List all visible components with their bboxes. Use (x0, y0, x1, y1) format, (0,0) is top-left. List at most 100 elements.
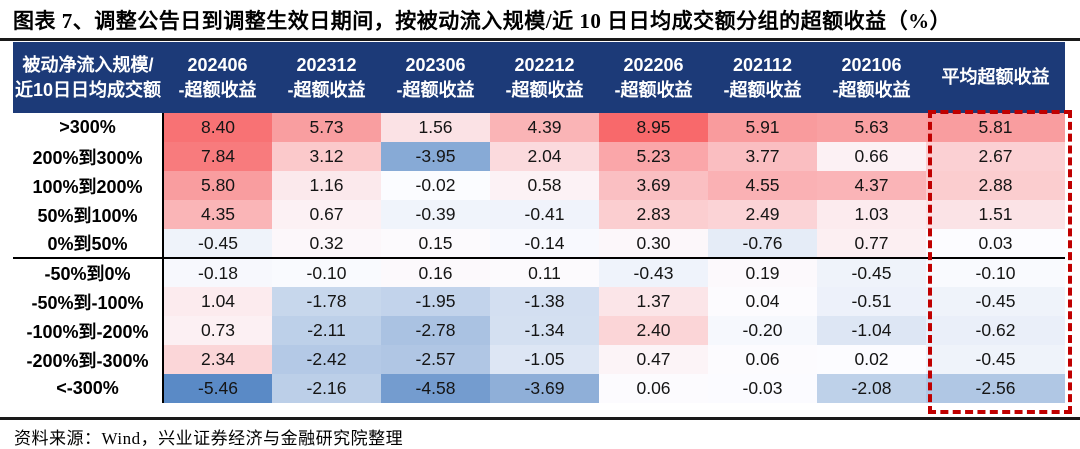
row-label: >300% (13, 113, 164, 142)
value-cell: 5.73 (272, 113, 381, 142)
figure-title: 图表 7、调整公告日到调整生效日期间，按被动流入规模/近 10 日日均成交额分组… (13, 9, 952, 33)
value-cell: -0.45 (817, 258, 926, 287)
value-cell: 2.88 (926, 171, 1065, 200)
value-cell: -0.10 (926, 258, 1065, 287)
column-header-202306: 202306 -超额收益 (381, 42, 490, 113)
table-row: <-300% -5.46 -2.16 -4.58 -3.69 0.06 -0.03 -2.08… (13, 374, 1065, 403)
row-label: 100%到200% (13, 171, 164, 200)
table-row: -50%到0% -0.18 -0.10 0.16 0.11 -0.43 0.19 -0.45-… (13, 258, 1065, 287)
column-header-202206: 202206 -超额收益 (599, 42, 708, 113)
value-cell: -0.03 (708, 374, 817, 403)
value-cell: -0.20 (708, 316, 817, 345)
column-header-202406: 202406 -超额收益 (163, 42, 272, 113)
row-label: 50%到100% (13, 200, 164, 229)
top-divider (0, 38, 1080, 41)
value-cell: 3.69 (599, 171, 708, 200)
column-header-average: 平均超额收益 (926, 42, 1065, 113)
header-row: 被动净流入规模/近10日日均成交额 202406 -超额收益 202312 -超额收益 2… (13, 42, 1065, 113)
value-cell: -2.11 (272, 316, 381, 345)
column-header-202112: 202112 -超额收益 (708, 42, 817, 113)
value-cell: 1.56 (381, 113, 490, 142)
value-cell: 4.39 (490, 113, 599, 142)
value-cell: 5.80 (163, 171, 272, 200)
value-cell: 0.67 (272, 200, 381, 229)
value-cell: -2.16 (272, 374, 381, 403)
value-cell: 0.03 (926, 229, 1065, 259)
value-cell: 5.23 (599, 142, 708, 171)
table-row: -100%到-200% 0.73 -2.11 -2.78 -1.34 2.40 -0.20-… (13, 316, 1065, 345)
value-cell: 3.77 (708, 142, 817, 171)
value-cell: 2.49 (708, 200, 817, 229)
value-cell: 0.16 (381, 258, 490, 287)
value-cell: 0.73 (163, 316, 272, 345)
value-cell: 0.04 (708, 287, 817, 316)
value-cell: -3.69 (490, 374, 599, 403)
table-row: >300% 8.40 5.73 1.56 4.39 8.95 5.91 5.63 5.81 (13, 113, 1065, 142)
value-cell: -1.04 (817, 316, 926, 345)
value-cell: -0.45 (163, 229, 272, 259)
bottom-divider (0, 417, 1080, 420)
value-cell: 8.40 (163, 113, 272, 142)
value-cell: -0.43 (599, 258, 708, 287)
value-cell: 1.03 (817, 200, 926, 229)
value-cell: -0.41 (490, 200, 599, 229)
value-cell: -1.05 (490, 345, 599, 374)
value-cell: -1.95 (381, 287, 490, 316)
value-cell: -0.45 (926, 345, 1065, 374)
value-cell: 0.58 (490, 171, 599, 200)
column-header-202212: 202212 -超额收益 (490, 42, 599, 113)
value-cell: 0.11 (490, 258, 599, 287)
value-cell: 1.16 (272, 171, 381, 200)
table-row: -50%到-100% 1.04 -1.78 -1.95 -1.38 1.37 0.04 -0.… (13, 287, 1065, 316)
value-cell: 0.06 (599, 374, 708, 403)
table-row: -200%到-300% 2.34 -2.42 -2.57 -1.05 0.47 0.06 0.… (13, 345, 1065, 374)
value-cell: 2.34 (163, 345, 272, 374)
value-cell: 1.51 (926, 200, 1065, 229)
row-label: -200%到-300% (13, 345, 164, 374)
value-cell: 8.95 (599, 113, 708, 142)
excess-return-heatmap-table: 被动净流入规模/近10日日均成交额 202406 -超额收益 202312 -超额收益 2… (13, 42, 1065, 403)
value-cell: -2.56 (926, 374, 1065, 403)
value-cell: 2.83 (599, 200, 708, 229)
value-cell: 0.77 (817, 229, 926, 259)
value-cell: -1.38 (490, 287, 599, 316)
value-cell: -2.42 (272, 345, 381, 374)
table-row: 200%到300% 7.84 3.12 -3.95 2.04 5.23 3.77 0.66 2.… (13, 142, 1065, 171)
value-cell: 0.47 (599, 345, 708, 374)
value-cell: -0.18 (163, 258, 272, 287)
column-header-202106: 202106 -超额收益 (817, 42, 926, 113)
value-cell: -0.45 (926, 287, 1065, 316)
value-cell: 5.81 (926, 113, 1065, 142)
value-cell: -0.76 (708, 229, 817, 259)
column-header-202312: 202312 -超额收益 (272, 42, 381, 113)
value-cell: 4.55 (708, 171, 817, 200)
value-cell: 0.15 (381, 229, 490, 259)
value-cell: 0.66 (817, 142, 926, 171)
value-cell: 0.02 (817, 345, 926, 374)
value-cell: -4.58 (381, 374, 490, 403)
value-cell: -2.08 (817, 374, 926, 403)
value-cell: -2.78 (381, 316, 490, 345)
source-note: 资料来源：Wind，兴业证券经济与金融研究院整理 (14, 429, 404, 448)
value-cell: 2.67 (926, 142, 1065, 171)
table-row: 0%到50% -0.45 0.32 0.15 -0.14 0.30 -0.76 0.77 0.0… (13, 229, 1065, 259)
value-cell: -0.39 (381, 200, 490, 229)
value-cell: 2.40 (599, 316, 708, 345)
value-cell: 0.19 (708, 258, 817, 287)
value-cell: -1.34 (490, 316, 599, 345)
value-cell: 4.35 (163, 200, 272, 229)
value-cell: -2.57 (381, 345, 490, 374)
row-label: 200%到300% (13, 142, 164, 171)
value-cell: 1.37 (599, 287, 708, 316)
value-cell: 0.30 (599, 229, 708, 259)
table-row: 50%到100% 4.35 0.67 -0.39 -0.41 2.83 2.49 1.03 1.… (13, 200, 1065, 229)
row-label: <-300% (13, 374, 164, 403)
row-label: -50%到-100% (13, 287, 164, 316)
row-group-header: 被动净流入规模/近10日日均成交额 (13, 42, 163, 113)
row-label: -50%到0% (13, 258, 164, 287)
table-row: 100%到200% 5.80 1.16 -0.02 0.58 3.69 4.55 4.37 2.… (13, 171, 1065, 200)
value-cell: -5.46 (163, 374, 272, 403)
value-cell: 0.32 (272, 229, 381, 259)
value-cell: 5.91 (708, 113, 817, 142)
